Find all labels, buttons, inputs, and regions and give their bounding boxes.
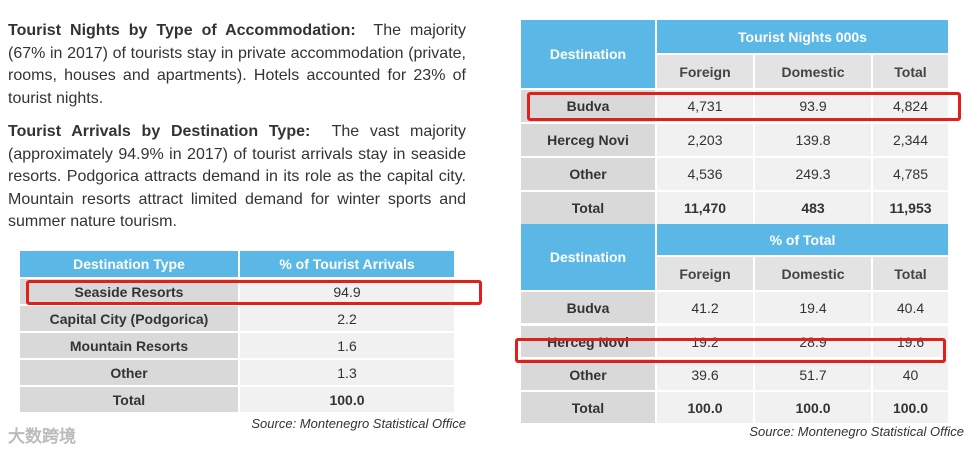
- column-header: Total: [873, 257, 948, 290]
- table-cell: 483: [755, 192, 871, 224]
- paragraph-text: The majority (67% in 2017) of tourists s…: [8, 22, 466, 107]
- column-header: Domestic: [755, 55, 871, 88]
- column-header: Total: [873, 55, 948, 88]
- highlight-box: [26, 280, 482, 305]
- row-label: Total: [521, 192, 655, 224]
- table-cell: 139.8: [755, 124, 871, 156]
- table-cell: 4,536: [657, 158, 753, 190]
- table-cell: 2,344: [873, 124, 948, 156]
- group-header: % of Total: [657, 224, 948, 255]
- row-label: Seaside Resorts: [20, 279, 238, 304]
- table-cell: 93.9: [755, 90, 871, 122]
- header-cell: Destination Type: [20, 251, 238, 277]
- table-cell: 51.7: [755, 359, 871, 390]
- row-label: Other: [20, 360, 238, 385]
- paragraph-heading: Tourist Arrivals by Destination Type:: [8, 123, 311, 140]
- row-label: Total: [521, 392, 655, 423]
- table-cell: 94.9: [240, 279, 454, 304]
- table-cell: 4,785: [873, 158, 948, 190]
- row-label: Other: [521, 359, 655, 390]
- table-cell: 100.0: [657, 392, 753, 423]
- source: Source: Montenegro Statistical Office: [251, 416, 466, 431]
- table-cell: 100.0: [240, 387, 454, 412]
- highlight-box: [527, 92, 961, 121]
- table-cell: 11,953: [873, 192, 948, 224]
- table-cell: 11,470: [657, 192, 753, 224]
- row-label: Mountain Resorts: [20, 333, 238, 358]
- row-label: Total: [20, 387, 238, 412]
- row-label: Other: [521, 158, 655, 190]
- source: Source: Montenegro Statistical Office: [749, 424, 964, 439]
- header-cell: % of Tourist Arrivals: [240, 251, 454, 277]
- table-cell: 100.0: [755, 392, 871, 423]
- table-cell: 39.6: [657, 359, 753, 390]
- row-label: Herceg Novi: [521, 124, 655, 156]
- column-header: Domestic: [755, 257, 871, 290]
- header-cell: Destination: [521, 20, 655, 88]
- highlight-box: [515, 338, 946, 363]
- row-label: Budva: [521, 292, 655, 323]
- row-label: Budva: [521, 90, 655, 122]
- table-cell: 1.6: [240, 333, 454, 358]
- table-cell: 2.2: [240, 306, 454, 331]
- table-cell: 2,203: [657, 124, 753, 156]
- table-cell: 28.9: [755, 326, 871, 357]
- paragraph: Tourist Arrivals by Destination Type: Th…: [8, 121, 466, 234]
- table-cell: 19.6: [873, 326, 948, 357]
- table-cell: 19.2: [657, 326, 753, 357]
- paragraph-text: The vast majority (approximately 94.9% i…: [8, 123, 466, 231]
- paragraph: Tourist Nights by Type of Accommodation:…: [8, 20, 466, 110]
- header-cell: Destination: [521, 224, 655, 290]
- watermark: 大数跨境: [8, 427, 76, 446]
- table-cell: 19.4: [755, 292, 871, 323]
- paragraph-heading: Tourist Nights by Type of Accommodation:: [8, 22, 356, 39]
- table-cell: 41.2: [657, 292, 753, 323]
- column-header: Foreign: [657, 257, 753, 290]
- column-header: Foreign: [657, 55, 753, 88]
- table-cell: 40.4: [873, 292, 948, 323]
- row-label: Capital City (Podgorica): [20, 306, 238, 331]
- table-cell: 4,824: [873, 90, 948, 122]
- table-cell: 4,731: [657, 90, 753, 122]
- group-header: Tourist Nights 000s: [657, 20, 948, 53]
- row-label: Herceg Novi: [521, 326, 655, 357]
- table-cell: 40: [873, 359, 948, 390]
- table-cell: 1.3: [240, 360, 454, 385]
- table-cell: 249.3: [755, 158, 871, 190]
- table-cell: 100.0: [873, 392, 948, 423]
